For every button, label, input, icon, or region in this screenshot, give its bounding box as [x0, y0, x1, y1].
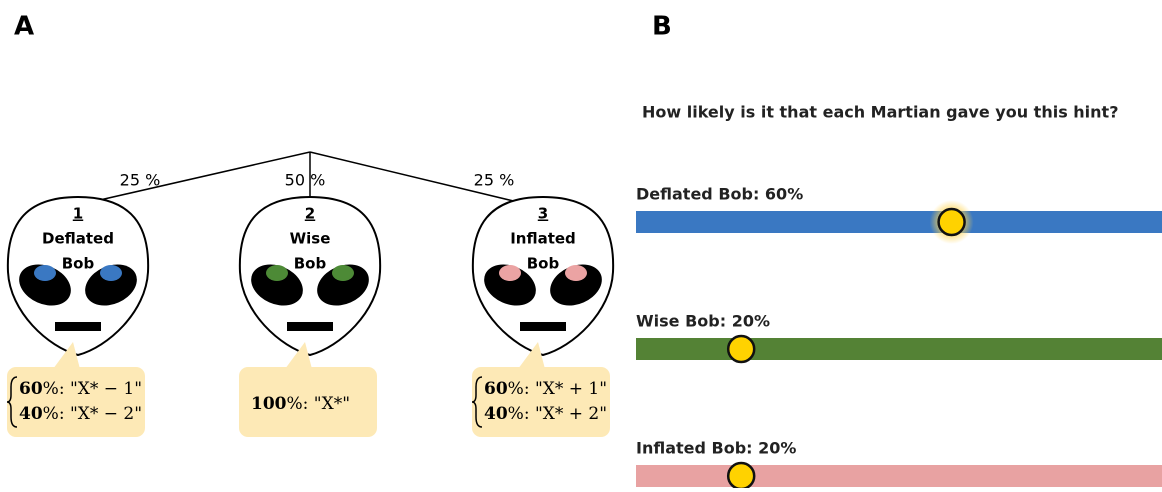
slider-track — [636, 338, 1162, 360]
alien-eye — [251, 264, 303, 306]
branch-probability: 25 % — [120, 171, 161, 190]
hint: 40%: "X* − 2" — [19, 404, 142, 424]
alien-mouth — [55, 322, 101, 331]
alien-eye — [85, 264, 137, 306]
speech-bubble — [239, 367, 377, 437]
hint: 60%: "X* − 1" — [19, 379, 142, 399]
slider-label: Inflated Bob: 20% — [636, 439, 796, 458]
alien-pupil — [100, 265, 122, 281]
speech-bubble — [472, 367, 610, 437]
speech-bubble-tail — [53, 342, 80, 369]
slider-label: Deflated Bob: 60% — [636, 185, 803, 204]
alien-name: Wise — [290, 230, 331, 248]
slider-handle[interactable] — [726, 334, 756, 364]
alien-name: Bob — [294, 255, 327, 273]
panel-label: B — [652, 12, 672, 42]
hint-text: %: "X* − 2" — [43, 404, 142, 424]
slider-track — [636, 211, 1162, 233]
tree — [77, 151, 531, 206]
alien-pupil — [266, 265, 288, 281]
alien-eye — [550, 264, 602, 306]
question: How likely is it that each Martian gave … — [642, 103, 1118, 122]
alien-pupil — [499, 265, 521, 281]
slider-handle[interactable] — [726, 461, 756, 491]
brace — [6, 376, 18, 428]
hint-probability: 100 — [251, 394, 287, 414]
hint-text: %: "X*" — [287, 394, 351, 414]
alien-number: 1 — [73, 205, 83, 223]
alien-name: Bob — [527, 255, 560, 273]
alien-eye — [19, 264, 71, 306]
hint: 100%: "X*" — [251, 394, 350, 414]
alien-number: 3 — [538, 205, 548, 223]
hint-probability: 40 — [19, 404, 43, 424]
alien-mouth — [287, 322, 333, 331]
alien-mouth — [520, 322, 566, 331]
hint-text: %: "X* + 2" — [508, 404, 607, 424]
hint-text: %: "X* − 1" — [43, 379, 142, 399]
alien-head — [6, 195, 150, 357]
slider-label: Wise Bob: 20% — [636, 312, 770, 331]
branch-probability: 50 % — [285, 171, 326, 190]
brace — [471, 376, 483, 428]
hint-text: %: "X* + 1" — [508, 379, 607, 399]
hint: 60%: "X* + 1" — [484, 379, 607, 399]
alien-head — [238, 195, 382, 357]
hint-probability: 60 — [484, 379, 508, 399]
speech-bubble-tail — [285, 342, 312, 369]
alien-eye — [484, 264, 536, 306]
hint-probability: 40 — [484, 404, 508, 424]
alien-pupil — [565, 265, 587, 281]
hint: 40%: "X* + 2" — [484, 404, 607, 424]
alien-name: Bob — [62, 255, 95, 273]
speech-bubble-tail — [518, 342, 545, 369]
alien-number: 2 — [305, 205, 315, 223]
panel-label: A — [14, 12, 34, 42]
branch-probability: 25 % — [474, 171, 515, 190]
hint-probability: 60 — [19, 379, 43, 399]
alien-head — [471, 195, 615, 357]
speech-bubble — [7, 367, 145, 437]
slider-handle[interactable] — [937, 207, 966, 237]
slider-track — [636, 465, 1162, 487]
alien-pupil — [332, 265, 354, 281]
alien-name: Inflated — [510, 230, 576, 248]
alien-name: Deflated — [42, 230, 114, 248]
alien-pupil — [34, 265, 56, 281]
alien-eye — [317, 264, 369, 306]
